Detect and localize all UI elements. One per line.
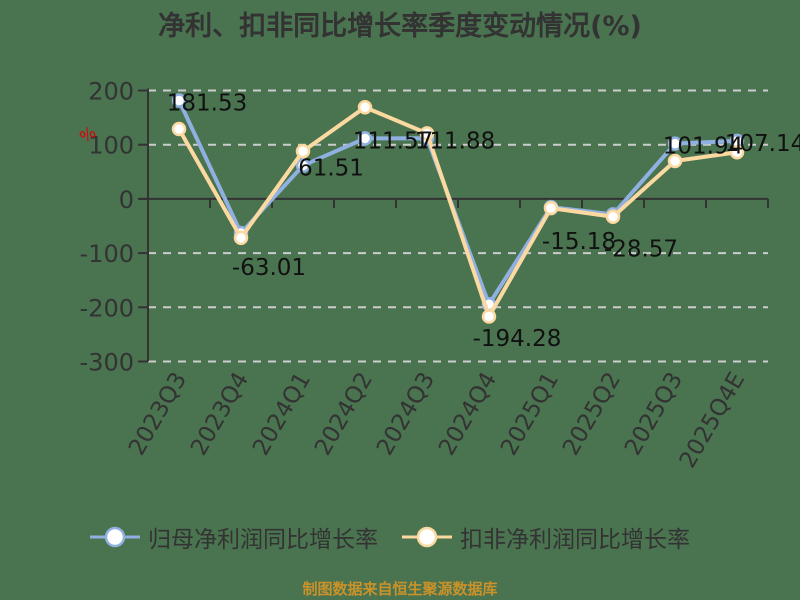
x-tick-label: 2024Q1: [248, 368, 316, 460]
x-tick-label: 2025Q2: [558, 368, 626, 460]
data-label: 61.51: [298, 156, 364, 182]
data-point[interactable]: [667, 136, 683, 151]
data-label: -194.28: [473, 326, 562, 352]
x-tick-label: 2025Q1: [496, 368, 564, 460]
data-point[interactable]: [295, 158, 311, 173]
y-tick-label: 100: [88, 132, 134, 160]
data-point[interactable]: [357, 131, 373, 146]
data-point[interactable]: [481, 309, 497, 324]
data-label: -15.18: [542, 229, 616, 255]
x-tick-label: 2023Q4: [186, 368, 254, 460]
data-point[interactable]: [667, 153, 683, 169]
y-tick-label: -100: [80, 240, 134, 268]
y-tick-label: 200: [88, 78, 134, 106]
data-label: 111.88: [415, 128, 495, 154]
data-label: -28.57: [604, 236, 678, 262]
y-tick-label: 0: [119, 186, 134, 214]
data-point[interactable]: [419, 126, 435, 141]
data-label: 111.57: [353, 128, 433, 154]
data-label: -63.01: [232, 255, 306, 281]
x-tick-label: 2024Q3: [372, 368, 440, 460]
x-tick-label: 2024Q4: [434, 368, 502, 460]
legend-item-net-profit[interactable]: 归母净利润同比增长率: [88, 520, 378, 554]
data-point[interactable]: [543, 200, 559, 216]
legend: 归母净利润同比增长率 扣非净利润同比增长率: [88, 520, 690, 554]
data-point[interactable]: [233, 230, 249, 246]
data-point[interactable]: [357, 100, 373, 115]
data-point[interactable]: [729, 145, 745, 160]
data-point[interactable]: [605, 209, 621, 225]
legend-item-deducted-profit[interactable]: 扣非净利润同比增长率: [400, 520, 690, 554]
chart-title: 净利、扣非同比增长率季度变动情况(%): [158, 11, 642, 42]
data-point[interactable]: [171, 93, 187, 108]
data-label: 181.53: [167, 91, 247, 117]
x-tick-label: 2023Q3: [124, 368, 192, 460]
x-tick-label: 2024Q2: [310, 368, 378, 460]
y-tick-label: -200: [80, 294, 134, 322]
data-label: 101.94: [663, 134, 743, 160]
data-label: 107.14: [725, 131, 800, 157]
data-point[interactable]: [171, 121, 187, 137]
data-source-note: 制图数据来自恒生聚源数据库: [302, 580, 498, 598]
x-tick-label: 2025Q3: [620, 368, 688, 460]
legend-label-deducted-profit: 扣非净利润同比增长率: [460, 527, 690, 553]
y-tick-label: -300: [80, 349, 134, 377]
legend-label-net-profit: 归母净利润同比增长率: [148, 527, 378, 553]
legend-marker-blue-icon: [90, 526, 140, 548]
series-line: [177, 105, 738, 319]
data-point[interactable]: [295, 143, 311, 159]
legend-marker-orange-icon: [402, 526, 452, 548]
